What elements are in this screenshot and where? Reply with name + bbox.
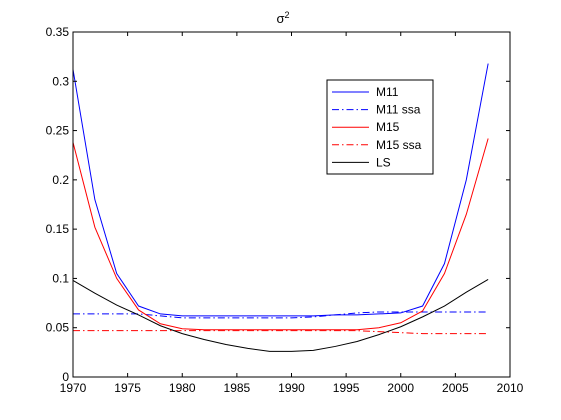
x-axis: 1970 1975 1980 1985 1990 1995 2000 2005 2010: [60, 32, 524, 395]
x-tick-label: 2000: [387, 381, 414, 395]
chart-title-main: σ: [276, 11, 284, 26]
chart-title-superscript: 2: [285, 10, 290, 20]
legend-label: M15 ssa: [376, 138, 422, 152]
x-tick-label: 1985: [224, 381, 251, 395]
y-tick-label: 0.1: [52, 271, 69, 285]
x-tick-label: 1995: [333, 381, 360, 395]
y-axis: 0 0.05 0.1 0.15 0.2 0.25 0.3 0.35: [46, 25, 510, 384]
legend-label: LS: [376, 155, 391, 169]
series-layer: [72, 63, 489, 352]
plot-area: [73, 32, 510, 377]
series-line-ls: [72, 278, 489, 352]
x-tick-label: 1980: [169, 381, 196, 395]
chart-title-text: σ2: [276, 10, 289, 26]
legend-label: M11: [376, 85, 399, 99]
x-tick-label: 2005: [442, 381, 469, 395]
chart-title: σ2: [276, 10, 289, 26]
legend-label: M11 ssa: [376, 103, 421, 117]
legend-label: M15: [376, 120, 400, 134]
y-tick-label: 0.05: [46, 321, 70, 335]
x-tick-label: 1970: [60, 381, 87, 395]
x-tick-label: 1975: [114, 381, 141, 395]
y-tick-label: 0.2: [52, 173, 69, 187]
series-line-m11: [72, 63, 489, 317]
y-tick-label: 0.25: [46, 124, 70, 138]
y-tick-label: 0.35: [46, 25, 70, 39]
series-line-m11-ssa: [73, 311, 489, 319]
x-tick-label: 2010: [497, 381, 524, 395]
x-tick-label: 1990: [278, 381, 305, 395]
series-line-m15: [72, 138, 489, 331]
series-line-m15-ssa: [73, 330, 489, 335]
legend: M11 M11 ssa M15 M15 ssa LS: [326, 79, 434, 175]
y-tick-label: 0.15: [46, 222, 70, 236]
y-tick-label: 0.3: [52, 74, 69, 88]
y-tick-label: 0: [62, 370, 69, 384]
